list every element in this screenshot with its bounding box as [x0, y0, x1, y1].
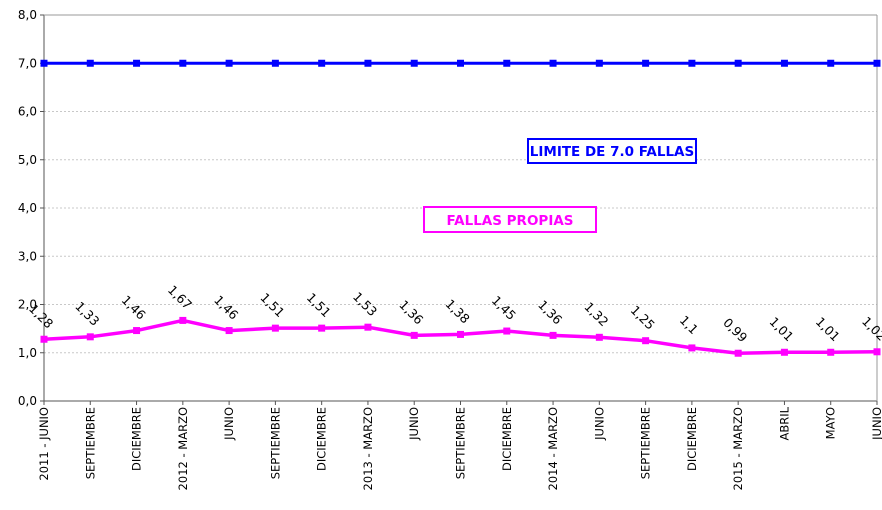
series-0-marker: [40, 59, 48, 67]
series-1-marker: [780, 348, 788, 356]
legend-fallas-text: FALLAS PROPIAS: [446, 213, 573, 229]
data-label: 0,99: [720, 315, 750, 345]
series-1-marker: [40, 335, 48, 343]
series-0-marker: [225, 59, 233, 67]
x-tick-label: 2012 - MARZO: [176, 407, 190, 490]
data-label: 1,33: [72, 298, 102, 328]
x-tick-label: DICIEMBRE: [500, 407, 514, 471]
series-1-marker: [364, 323, 372, 331]
series-0-marker: [179, 59, 187, 67]
series-layer: [40, 59, 881, 357]
data-label: 1,36: [535, 297, 565, 327]
series-0-marker: [503, 59, 511, 67]
x-tick-label: JUNIO: [592, 407, 606, 441]
legend-fallas: FALLAS PROPIAS: [423, 206, 597, 233]
x-tick-label: SEPTIEMBRE: [83, 407, 97, 479]
x-tick-label: ABRIL: [777, 406, 791, 440]
data-label: 1,51: [304, 290, 334, 320]
y-tick-label: 4,0: [18, 201, 37, 215]
series-1-marker: [873, 348, 881, 356]
data-label: 1,45: [489, 293, 519, 323]
x-tick-label: 2011 - JUNIO: [37, 407, 51, 481]
series-1-marker: [457, 330, 464, 338]
x-tick-label: SEPTIEMBRE: [268, 407, 282, 479]
data-label: 1,51: [257, 290, 287, 320]
y-axis-ticks: 0,0 1,0 2,0 3,0 4,0 5,0 6,0 7,0 8,0: [18, 8, 44, 408]
x-axis-ticks: 2011 - JUNIO SEPTIEMBRE DICIEMBRE 2012 - MA…: [37, 401, 882, 490]
x-tick-label: 2015 - MARZO: [731, 407, 745, 490]
series-0-marker: [410, 59, 418, 67]
series-1-marker: [271, 324, 279, 332]
x-tick-label: JUNIO: [222, 407, 236, 441]
data-labels: 1,28 1,33 1,46 1,67 1,46 1,51 1,51 1,53 1,36 1,38…: [26, 282, 882, 345]
y-tick-label: 5,0: [18, 153, 37, 167]
data-label: 1,46: [211, 292, 241, 322]
legend-limit: LIMITE DE 7.0 FALLAS: [527, 138, 697, 164]
series-0-marker: [364, 59, 372, 67]
y-tick-label: 8,0: [18, 8, 37, 22]
series-1-marker: [642, 337, 650, 345]
x-tick-label: DICIEMBRE: [130, 407, 144, 471]
series-0-marker: [133, 59, 141, 67]
x-tick-label: DICIEMBRE: [315, 407, 329, 471]
data-label: 1,25: [628, 302, 658, 332]
y-tick-label: 7,0: [18, 56, 37, 70]
legend-limit-text: LIMITE DE 7.0 FALLAS: [530, 144, 694, 160]
series-0-marker: [780, 59, 788, 67]
series-1-marker: [595, 333, 603, 341]
data-label: 1,53: [350, 289, 380, 319]
series-0-marker: [86, 59, 94, 67]
series-1-marker: [688, 344, 696, 352]
series-0-marker: [595, 59, 603, 67]
y-tick-label: 0,0: [18, 394, 37, 408]
data-label: 1,02: [859, 313, 882, 343]
data-label: 1,01: [813, 314, 843, 344]
y-tick-label: 2,0: [18, 298, 37, 312]
series-0-marker: [873, 59, 881, 67]
series-1-marker: [179, 316, 187, 324]
series-1-marker: [503, 327, 511, 335]
data-label: 1,46: [119, 292, 149, 322]
series-0-marker: [688, 59, 696, 67]
legend-fallas-box: [423, 206, 597, 233]
y-tick-label: 3,0: [18, 249, 37, 263]
x-tick-label: SEPTIEMBRE: [639, 407, 653, 479]
series-0-marker: [734, 59, 742, 67]
series-0-marker: [642, 59, 650, 67]
series-1-marker: [827, 348, 835, 356]
data-label: 1,67: [165, 282, 195, 312]
series-0-marker: [318, 59, 326, 67]
x-tick-label: DICIEMBRE: [685, 407, 699, 471]
series-1-marker: [318, 324, 326, 332]
series-1-marker: [410, 331, 418, 339]
series-0-marker: [549, 59, 557, 67]
series-1-marker: [734, 349, 742, 357]
x-tick-label: 2013 - MARZO: [361, 407, 375, 490]
x-tick-label: JUNIO: [407, 407, 421, 441]
series-1-marker: [133, 327, 141, 335]
x-tick-label: JUNIO: [870, 407, 882, 441]
data-label: 1,36: [396, 297, 426, 327]
series-1-marker: [549, 331, 557, 339]
series-1-marker: [225, 327, 233, 335]
series-0-marker: [827, 59, 835, 67]
legend-limit-box: [527, 138, 697, 164]
series-1-marker: [86, 333, 94, 341]
data-label: 1,32: [581, 299, 611, 329]
data-label: 1,38: [443, 296, 473, 326]
x-tick-label: SEPTIEMBRE: [454, 407, 468, 479]
x-tick-label: MAYO: [824, 407, 838, 439]
y-tick-label: 6,0: [18, 105, 37, 119]
y-tick-label: 1,0: [18, 346, 37, 360]
x-tick-label: 2014 - MARZO: [546, 407, 560, 490]
series-0-marker: [457, 59, 464, 67]
data-label: 1,01: [766, 314, 796, 344]
data-label: 1,1: [677, 312, 702, 337]
series-0-marker: [271, 59, 279, 67]
